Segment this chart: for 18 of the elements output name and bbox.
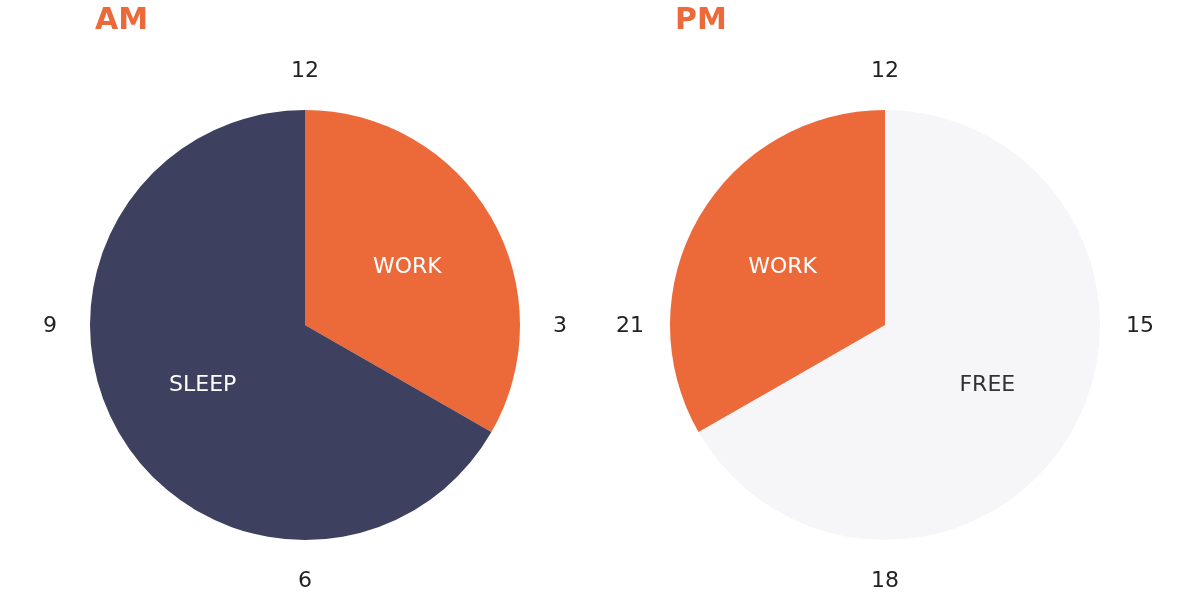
pie-slice — [698, 110, 1100, 540]
chart-title: PM — [675, 1, 727, 36]
pie-slice — [90, 110, 492, 540]
slice-label: WORK — [748, 252, 818, 278]
pie-slice — [305, 110, 520, 433]
slice-label: SLEEP — [169, 371, 237, 397]
chart-title: AM — [95, 1, 149, 36]
slice-label: WORK — [372, 252, 443, 278]
text: 3 — [553, 312, 567, 337]
pie-slice — [670, 110, 885, 433]
text: 12 — [291, 57, 319, 82]
text: 6 — [298, 567, 312, 592]
text: 9 — [43, 312, 57, 337]
text: 15 — [1126, 312, 1154, 337]
text: 12 — [871, 57, 899, 82]
text: 18 — [871, 567, 899, 592]
text: 21 — [616, 312, 644, 337]
slice-label: FREE — [959, 371, 1016, 397]
